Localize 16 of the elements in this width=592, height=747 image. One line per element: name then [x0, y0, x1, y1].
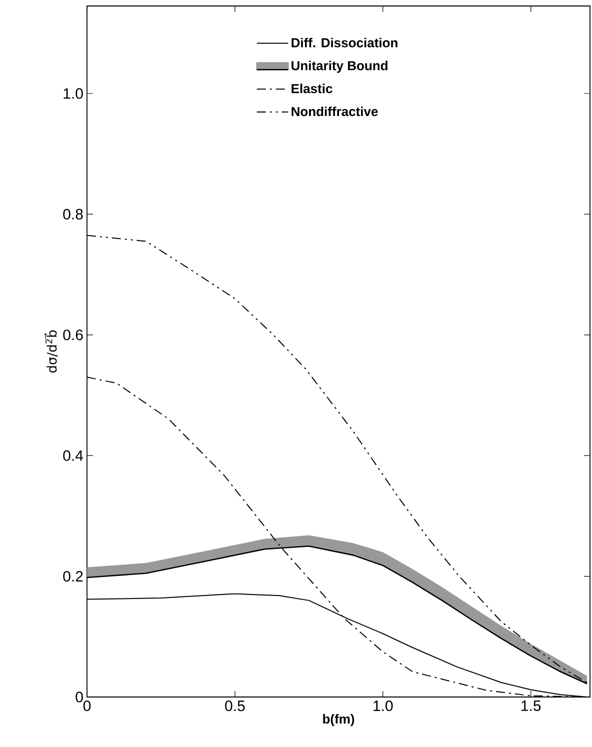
y-axis-title: dσ/d$^{2}$b⃗ [44, 330, 58, 373]
x-axis-title: b(fm) [323, 714, 354, 726]
x-tick-label: 0.5 [225, 700, 245, 712]
y-tick-label: 0.4 [63, 450, 84, 461]
legend-label: Diff. Dissociation [292, 38, 398, 48]
legend-label: Elastic [292, 84, 332, 94]
y-tick-label: 0.8 [63, 208, 83, 220]
legend-label: Nondiffractive [292, 106, 378, 116]
x-tick-label: 1.5 [522, 700, 541, 711]
y-tick-label: 1.0 [64, 88, 83, 99]
y-tick-label: 0.2 [63, 570, 83, 582]
x-tick-label: 1.0 [374, 700, 393, 712]
legend-label: Unitarity Bound [292, 60, 388, 73]
y-tick-label: 0 [76, 692, 83, 702]
y-tick-label: 0.6 [63, 330, 83, 340]
x-tick-label: 0 [83, 700, 91, 712]
